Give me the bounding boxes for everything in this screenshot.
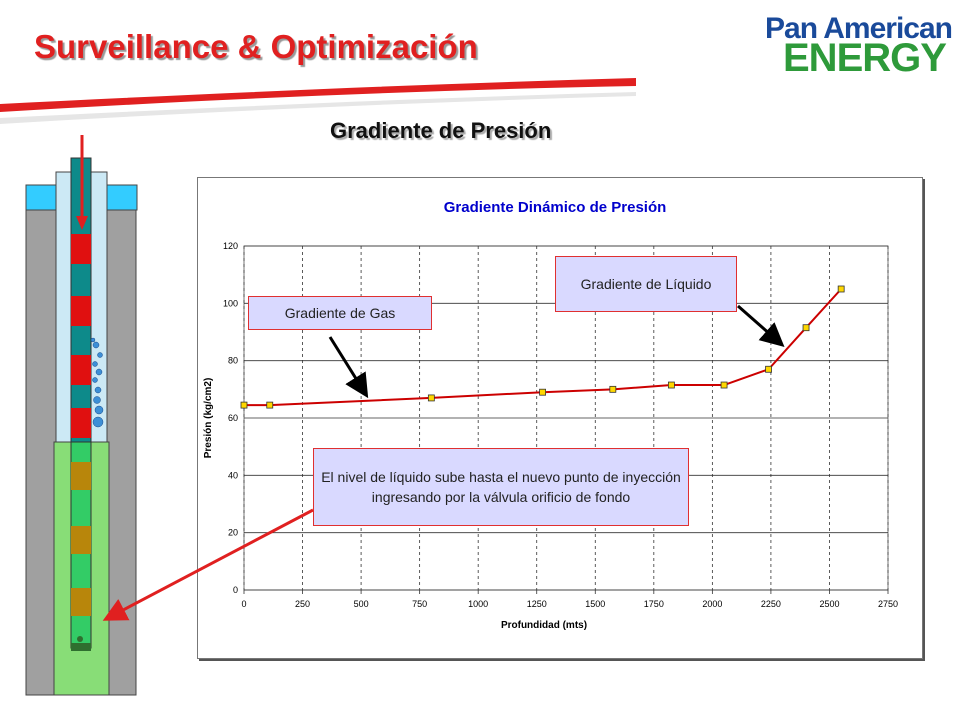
liquid-gradient-callout: Gradiente de Líquido: [555, 256, 737, 312]
logo-line1: Pan American: [765, 12, 953, 45]
data-point: [765, 365, 772, 373]
x-tick-label: 0: [241, 599, 246, 609]
y-tick-label: 40: [228, 470, 238, 480]
data-point: [266, 401, 274, 409]
well-diagram: [25, 135, 138, 696]
y-tick-label: 80: [228, 356, 238, 366]
chart-title: Gradiente Dinámico de Presión: [444, 199, 667, 216]
pressure-gradient-chart: Gradiente Dinámico de Presión Profundida…: [203, 199, 898, 631]
y-tick-label: 60: [228, 413, 238, 423]
y-tick-label: 100: [223, 298, 238, 308]
section-subtitle: Gradiente de Presión: [330, 118, 552, 143]
pressure-line: [244, 288, 842, 407]
logo-line2: ENERGY: [783, 36, 947, 80]
chart-frame: Gradiente Dinámico de Presión Profundida…: [197, 177, 923, 659]
y-tick-label: 20: [228, 528, 238, 538]
data-point: [667, 381, 675, 389]
liquid-level-callout: El nivel de líquido sube hasta el nuevo …: [313, 448, 689, 526]
x-tick-label: 250: [295, 599, 310, 609]
x-tick-label: 1250: [527, 599, 547, 609]
x-tick-label: 1000: [468, 599, 488, 609]
chart-xlabel: Profundidad (mts): [501, 620, 587, 631]
x-tick-label: 750: [412, 599, 427, 609]
x-tick-label: 1750: [644, 599, 664, 609]
gas-gradient-callout: Gradiente de Gas: [248, 296, 432, 330]
y-tick-label: 120: [223, 241, 238, 251]
x-tick-label: 2500: [819, 599, 839, 609]
data-point: [720, 381, 728, 389]
chart-series: [240, 285, 845, 409]
page-title: Surveillance & Optimización: [34, 28, 478, 65]
chart-ylabel: Presión (kg/cm2): [203, 378, 214, 459]
data-point: [427, 394, 435, 402]
x-tick-label: 2250: [761, 599, 781, 609]
liquid-valves: [71, 462, 91, 616]
data-point: [837, 285, 845, 293]
data-point: [240, 401, 248, 409]
x-tick-label: 1500: [585, 599, 605, 609]
x-tick-label: 2750: [878, 599, 898, 609]
gas-lift-valves: [71, 234, 91, 438]
data-point: [539, 388, 546, 396]
data-point: [802, 324, 810, 332]
header-swoosh: [0, 78, 636, 124]
x-tick-label: 500: [354, 599, 369, 609]
pan-american-energy-logo: Pan American ENERGY: [745, 6, 960, 90]
y-tick-label: 0: [233, 585, 238, 595]
gas-bubbles: [90, 337, 104, 428]
data-point: [609, 385, 617, 393]
x-tick-label: 2000: [702, 599, 722, 609]
